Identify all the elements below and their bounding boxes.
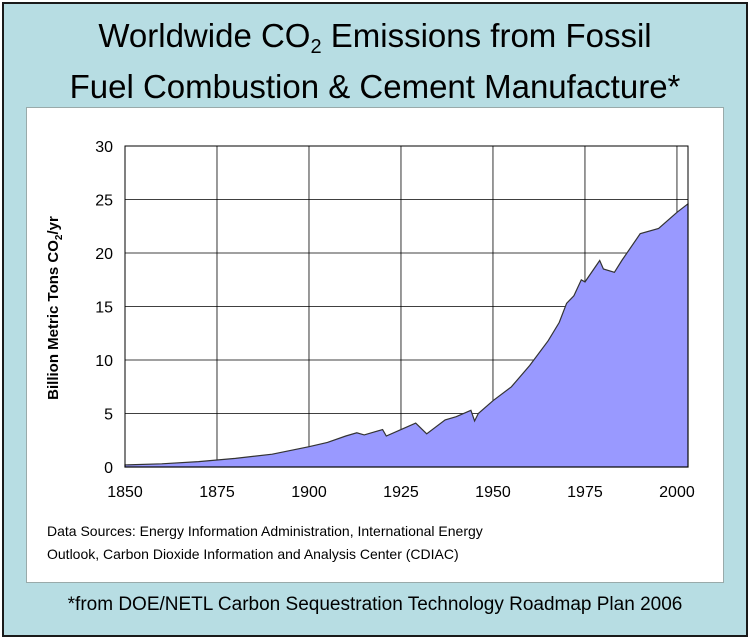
data-source-line2: Outlook, Carbon Dioxide Information and … xyxy=(47,546,459,562)
data-source-line1: Data Sources: Energy Information Adminis… xyxy=(47,523,483,539)
x-tick-label: 1975 xyxy=(567,484,603,501)
plot-border xyxy=(124,145,689,468)
y-tick-label: 10 xyxy=(95,353,113,370)
title-line1-prefix: Worldwide CO xyxy=(98,17,311,54)
y-tick-label: 15 xyxy=(95,300,113,317)
y-tick-label: 0 xyxy=(104,460,113,477)
y-tick-label: 20 xyxy=(95,246,113,263)
y-tick-label: 25 xyxy=(95,193,113,210)
y-axis-label-suffix: /yr xyxy=(45,216,62,235)
chart-title: Worldwide CO2 Emissions from Fossil Fuel… xyxy=(4,16,746,107)
x-tick-label: 2000 xyxy=(659,484,695,501)
y-tick-label: 30 xyxy=(95,139,113,156)
x-tick-label: 1925 xyxy=(383,484,419,501)
x-tick-labels: 1850 1875 1900 1925 1950 1975 2000 xyxy=(107,484,695,501)
x-tick-label: 1850 xyxy=(107,484,143,501)
title-line1-suffix: Emissions from Fossil xyxy=(321,17,652,54)
x-tick-label: 1875 xyxy=(199,484,235,501)
y-tick-labels: 0 5 10 15 20 25 30 xyxy=(95,139,113,477)
emissions-chart: 0 5 10 15 20 25 30 1850 1875 1900 1925 1950 1975 200… xyxy=(45,139,695,562)
x-tick-label: 1950 xyxy=(475,484,511,501)
y-axis-label: Billion Metric Tons CO2/yr xyxy=(45,216,65,400)
footer-citation: *from DOE/NETL Carbon Sequestration Tech… xyxy=(67,594,683,615)
y-axis-label-subscript: 2 xyxy=(54,234,65,240)
chart-panel: 0 5 10 15 20 25 30 1850 1875 1900 1925 1950 1975 200… xyxy=(26,107,724,583)
x-tick-label: 1900 xyxy=(291,484,327,501)
y-axis-label-prefix: Billion Metric Tons CO xyxy=(45,240,62,400)
y-tick-label: 5 xyxy=(104,407,113,424)
emissions-area xyxy=(124,202,689,468)
title-line2: Fuel Combustion & Cement Manufacture* xyxy=(69,68,681,105)
title-line1-subscript: 2 xyxy=(310,36,322,58)
